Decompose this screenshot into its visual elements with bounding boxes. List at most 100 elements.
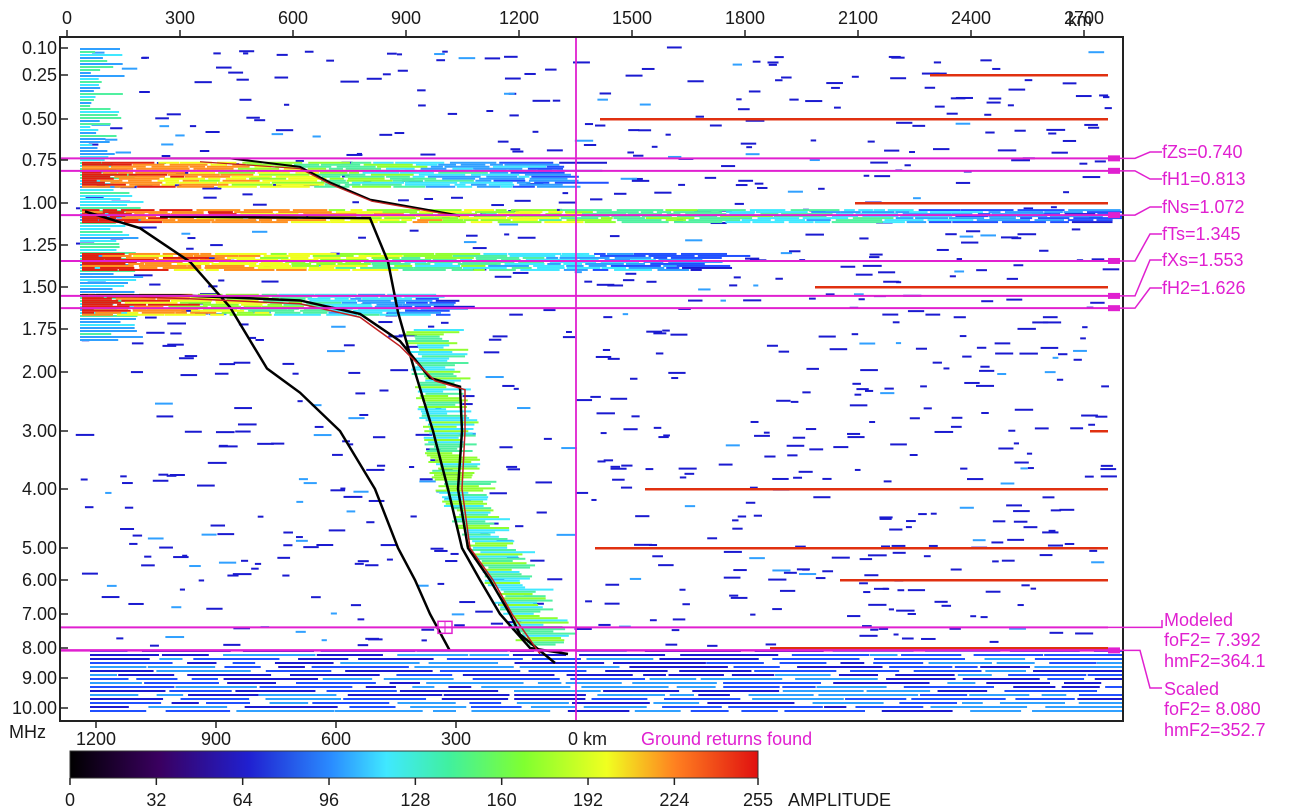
echo-segment	[261, 293, 278, 296]
echo-segment	[858, 298, 865, 301]
echo-segment	[484, 575, 533, 578]
echo-segment	[473, 167, 523, 170]
echo-segment	[82, 161, 102, 164]
echo-segment	[82, 268, 118, 271]
echo-segment	[625, 262, 645, 265]
echo-segment	[1063, 682, 1102, 684]
echo-segment	[613, 217, 645, 220]
echo-segment	[725, 444, 740, 447]
echo-segment	[996, 662, 1035, 664]
echo-segment	[461, 264, 486, 267]
colorbar-tick-label: 255	[743, 790, 773, 810]
echo-segment	[451, 196, 463, 199]
echo-segment	[959, 335, 967, 338]
echo-segment	[229, 313, 272, 316]
echo-segment	[128, 602, 144, 605]
echo-segment	[459, 601, 476, 604]
echo-segment	[546, 165, 565, 168]
echo-segment	[463, 522, 495, 525]
echo-segment	[137, 185, 176, 188]
echo-segment	[265, 698, 342, 700]
echo-segment	[278, 211, 332, 214]
echo-segment	[476, 185, 501, 188]
echo-segment	[80, 72, 91, 74]
echo-segment	[546, 256, 559, 259]
echo-segment	[707, 702, 795, 704]
echo-segment	[680, 252, 728, 255]
echo-segment	[937, 690, 988, 692]
echo-segment	[468, 549, 516, 551]
echo-segment	[80, 282, 128, 284]
echo-segment	[936, 248, 949, 251]
echo-segment	[1100, 464, 1113, 467]
echo-segment	[125, 256, 159, 259]
echo-segment	[80, 138, 106, 140]
echo-segment	[397, 702, 456, 704]
echo-segment	[343, 698, 427, 700]
top-axis-tick-label: 900	[391, 8, 421, 28]
echo-segment	[312, 135, 321, 138]
echo-segment	[849, 404, 868, 407]
echo-segment	[646, 280, 657, 283]
echo-segment	[208, 177, 221, 180]
echo-segment	[80, 180, 120, 182]
echo-segment	[723, 686, 780, 688]
echo-segment	[295, 682, 376, 684]
echo-segment	[520, 268, 560, 271]
trace-curve	[84, 210, 452, 652]
echo-segment	[259, 262, 290, 265]
echo-segment	[814, 221, 830, 224]
echo-segment	[764, 455, 776, 458]
echo-segment	[1047, 678, 1085, 680]
echo-segment	[955, 122, 971, 125]
echo-segment	[438, 171, 488, 174]
echo-segment	[988, 97, 1002, 100]
echo-segment	[484, 57, 501, 60]
echo-segment	[891, 544, 906, 547]
echo-segment	[121, 67, 138, 70]
echo-segment	[430, 459, 439, 462]
echo-segment	[95, 311, 122, 314]
echo-segment	[680, 654, 779, 656]
echo-segment	[435, 407, 442, 410]
echo-segment	[379, 133, 393, 136]
echo-segment	[244, 706, 338, 708]
echo-segment	[927, 219, 974, 222]
echo-segment	[964, 381, 980, 384]
echo-segment	[997, 149, 1017, 152]
echo-segment	[505, 595, 546, 598]
echo-segment	[169, 690, 232, 692]
echo-segment	[261, 305, 304, 308]
echo-segment	[417, 344, 450, 347]
echo-segment	[396, 53, 403, 56]
annotation-leader	[1120, 170, 1162, 180]
echo-segment	[328, 167, 343, 170]
echo-segment	[621, 221, 669, 224]
echo-segment	[455, 518, 510, 521]
echo-segment	[752, 60, 761, 63]
echo-segment	[518, 634, 569, 637]
echo-segment	[786, 444, 805, 447]
echo-segment	[1075, 95, 1092, 98]
echo-segment	[668, 371, 686, 374]
echo-segment	[1017, 209, 1065, 212]
echo-segment	[524, 173, 571, 176]
echo-segment	[451, 520, 486, 523]
echo-segment	[921, 637, 936, 640]
echo-segment	[80, 63, 123, 65]
echo-segment	[418, 584, 429, 587]
echo-segment	[117, 171, 133, 174]
echo-segment	[430, 547, 444, 550]
echo-segment	[419, 478, 433, 481]
echo-segment	[90, 682, 142, 684]
echo-segment	[227, 574, 239, 577]
echo-segment	[133, 274, 153, 277]
echo-segment	[595, 355, 612, 358]
echo-segment	[1008, 88, 1026, 91]
echo-segment	[196, 484, 215, 487]
echo-segment	[237, 311, 254, 314]
echo-segment	[354, 562, 364, 565]
echo-segment	[80, 135, 117, 137]
echo-segment	[336, 165, 376, 168]
echo-segment	[561, 447, 577, 450]
